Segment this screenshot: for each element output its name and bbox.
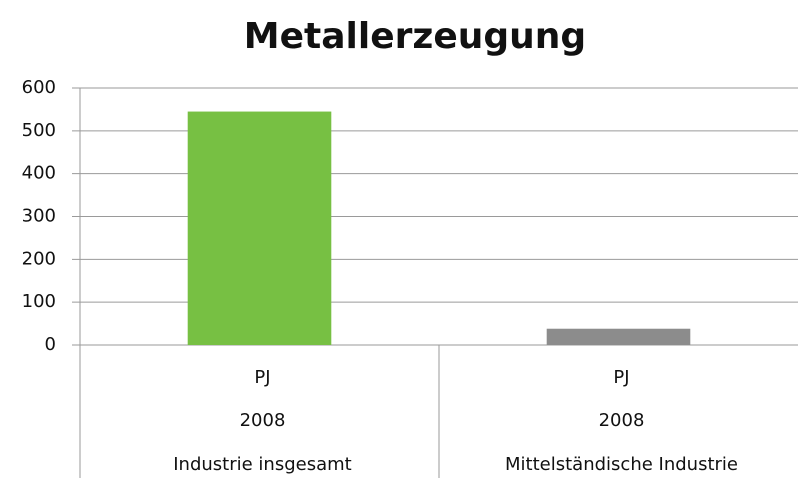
y-tick-label: 400 <box>22 163 56 184</box>
x-tick-label: Mittelständische Industrie <box>505 454 738 475</box>
x-tick-label: PJ <box>613 367 629 388</box>
x-tick-label: Industrie insgesamt <box>173 454 351 475</box>
y-tick-label: 0 <box>45 334 56 355</box>
y-tick-label: 500 <box>22 120 56 141</box>
x-tick-label: PJ <box>254 367 270 388</box>
y-tick-label: 100 <box>22 291 56 312</box>
y-tick-label: 300 <box>22 206 56 227</box>
chart-title: Metallerzeugung <box>244 16 586 57</box>
y-tick-label: 600 <box>22 77 56 98</box>
x-tick-label: 2008 <box>240 410 286 431</box>
bar <box>546 328 691 345</box>
y-tick-label: 200 <box>22 248 56 269</box>
x-tick-label: 2008 <box>599 410 645 431</box>
bar <box>187 111 332 345</box>
